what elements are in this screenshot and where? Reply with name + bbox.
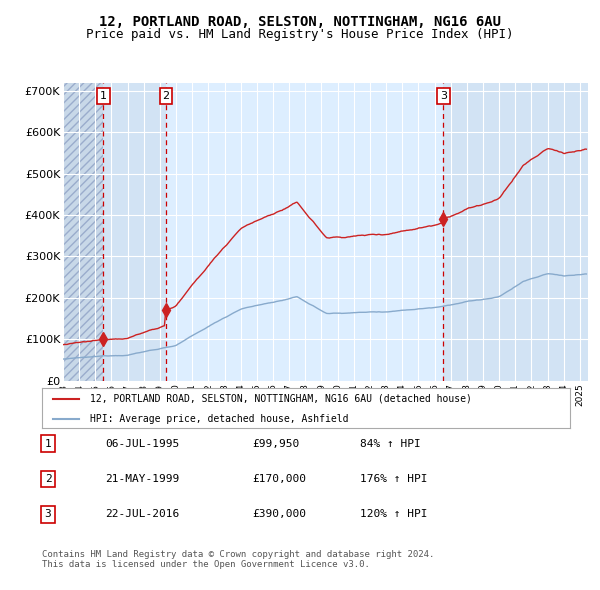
Text: 84% ↑ HPI: 84% ↑ HPI [360,439,421,448]
Bar [63,83,103,381]
Text: 12, PORTLAND ROAD, SELSTON, NOTTINGHAM, NG16 6AU (detached house): 12, PORTLAND ROAD, SELSTON, NOTTINGHAM, … [89,394,472,404]
Text: 176% ↑ HPI: 176% ↑ HPI [360,474,427,484]
Text: HPI: Average price, detached house, Ashfield: HPI: Average price, detached house, Ashf… [89,414,348,424]
Bar [103,83,166,381]
Text: 12, PORTLAND ROAD, SELSTON, NOTTINGHAM, NG16 6AU: 12, PORTLAND ROAD, SELSTON, NOTTINGHAM, … [99,15,501,29]
Text: 3: 3 [440,91,447,101]
Text: Price paid vs. HM Land Registry's House Price Index (HPI): Price paid vs. HM Land Registry's House … [86,28,514,41]
Text: £390,000: £390,000 [252,510,306,519]
Text: 2: 2 [163,91,170,101]
Text: 22-JUL-2016: 22-JUL-2016 [105,510,179,519]
Text: 2: 2 [44,474,52,484]
Text: 120% ↑ HPI: 120% ↑ HPI [360,510,427,519]
Text: 3: 3 [44,510,52,519]
Text: 1: 1 [44,439,52,448]
Text: 06-JUL-1995: 06-JUL-1995 [105,439,179,448]
Text: 1: 1 [100,91,107,101]
Text: £170,000: £170,000 [252,474,306,484]
Bar [443,83,588,381]
Text: Contains HM Land Registry data © Crown copyright and database right 2024.
This d: Contains HM Land Registry data © Crown c… [42,550,434,569]
Text: £99,950: £99,950 [252,439,299,448]
Text: 21-MAY-1999: 21-MAY-1999 [105,474,179,484]
Bar [63,83,103,381]
